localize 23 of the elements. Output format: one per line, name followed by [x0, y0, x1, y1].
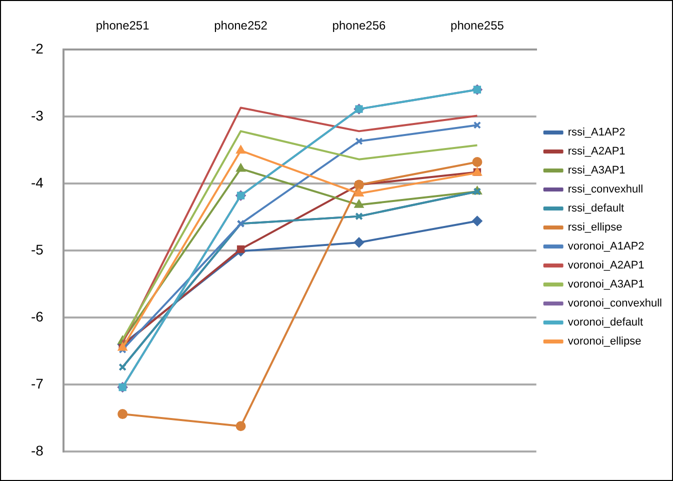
- y-tick-label: -6: [30, 308, 44, 324]
- y-tick-label: -3: [30, 107, 44, 124]
- x-tick-label: phone255: [450, 18, 504, 33]
- legend-label: voronoi_A2AP1: [568, 260, 644, 272]
- legend-label: voronoi_A1AP2: [568, 240, 644, 253]
- y-tick-label: -2: [30, 40, 44, 56]
- legend-label: rssi_A2AP1: [568, 146, 626, 158]
- x-tick-label: phone252: [214, 18, 268, 33]
- legend-label: rssi_A3AP1: [568, 164, 626, 177]
- legend-label: rssi_convexhull: [568, 184, 644, 196]
- y-tick-label: -4: [30, 174, 44, 190]
- legend-label: rssi_ellipse: [568, 222, 622, 234]
- legend-label: voronoi_ellipse: [568, 336, 642, 348]
- legend-label: rssi_default: [568, 202, 624, 215]
- legend-label: voronoi_default: [568, 316, 644, 329]
- legend-label: voronoi_A3AP1: [568, 278, 644, 291]
- y-tick-label: -8: [30, 442, 44, 458]
- x-tick-label: phone251: [96, 18, 150, 33]
- legend-label: voronoi_convexhull: [568, 298, 662, 310]
- y-tick-label: -7: [30, 375, 44, 392]
- x-tick-label: phone256: [332, 18, 386, 33]
- legend-label: rssi_A1AP2: [568, 126, 626, 139]
- y-tick-label: -5: [30, 241, 44, 258]
